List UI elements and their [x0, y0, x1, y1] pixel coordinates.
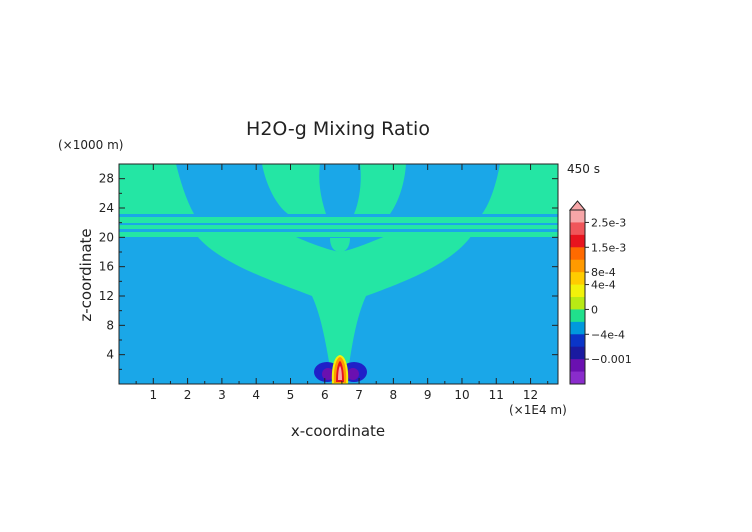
layer-band-gap-left: [186, 229, 282, 232]
x-unit-label: (×1E4 m): [509, 403, 567, 417]
x-tick-label: 7: [355, 388, 363, 402]
y-tick-label: 4: [106, 348, 114, 362]
time-label: 450 s: [567, 162, 600, 176]
layer-band-low: [119, 232, 558, 237]
x-tick-label: 4: [252, 388, 260, 402]
layer-band-gap-right: [400, 229, 470, 232]
colorbar-swatch: [570, 334, 585, 348]
plume-column-right: [482, 164, 558, 214]
colorbar-label: 0: [591, 303, 598, 316]
y-tick-label: 16: [99, 260, 114, 274]
x-tick-label: 8: [390, 388, 398, 402]
colorbar-swatch: [570, 359, 585, 373]
y-tick-group: 4 8 12 16 20 24 28: [99, 172, 558, 370]
central-cone: [330, 238, 350, 252]
colorbar-label: 8e-4: [591, 266, 616, 279]
colorbar-label: 1.5e-3: [591, 241, 626, 254]
plot-frame: [118, 163, 559, 385]
plume-column-3: [354, 164, 406, 214]
colorbar-arrow: [568, 200, 587, 211]
colorbar-label: −0.001: [591, 353, 632, 366]
plume-column-left: [119, 164, 194, 214]
field-layer: [119, 164, 558, 384]
x-tick-label: 2: [184, 388, 192, 402]
colorbar-swatch: [570, 272, 585, 286]
colorbar-swatch: [570, 321, 585, 335]
layer-band-top: [119, 217, 558, 223]
colorbar-swatch: [570, 371, 585, 385]
colorbar-swatch: [570, 297, 585, 310]
chart-title: H2O-g Mixing Ratio: [246, 118, 430, 140]
y-tick-label: 24: [99, 201, 114, 215]
x-tick-label: 6: [321, 388, 329, 402]
x-tick-label: 12: [523, 388, 538, 402]
colorbar-swatch: [570, 309, 585, 323]
negative-core-left: [322, 368, 334, 380]
plume-column-2: [262, 164, 326, 214]
x-tick-group: 1 2 3 4 5 6 7 8 9 10 11 12: [135, 164, 549, 402]
x-tick-label: 10: [454, 388, 469, 402]
x-tick-label: 3: [218, 388, 226, 402]
y-tick-label: 12: [99, 289, 114, 303]
y-unit-label: (×1000 m): [58, 138, 123, 152]
colorbar-swatch: [570, 259, 585, 273]
colorbar: 2.5e-3 1.5e-3 8e-44e-4 0 −4e-4 −0.001: [568, 200, 632, 385]
colorbar-label: −4e-4: [591, 328, 625, 341]
y-axis-label: z-coordinate: [77, 228, 95, 321]
y-tick-label: 20: [99, 230, 114, 244]
y-tick-label: 8: [106, 318, 114, 332]
colorbar-swatch: [570, 210, 585, 223]
positive-plume-peak: [338, 366, 342, 380]
x-tick-label: 5: [287, 388, 295, 402]
colorbar-label: 2.5e-3: [591, 216, 626, 229]
colorbar-swatch: [570, 222, 585, 236]
main-plume: [194, 232, 474, 378]
y-tick-label: 28: [99, 172, 114, 186]
x-tick-label: 9: [424, 388, 432, 402]
colorbar-swatch: [570, 284, 585, 298]
negative-core-right: [347, 368, 359, 380]
colorbar-swatch: [570, 346, 585, 360]
colorbar-swatch: [570, 247, 585, 261]
layer-band-mid: [119, 225, 558, 229]
colorbar-label: 4e-4: [591, 279, 616, 292]
x-tick-label: 1: [149, 388, 157, 402]
colorbar-swatch: [570, 234, 585, 248]
x-tick-label: 11: [489, 388, 504, 402]
colorbar-frame: [569, 209, 586, 385]
x-axis-label: x-coordinate: [291, 422, 385, 440]
